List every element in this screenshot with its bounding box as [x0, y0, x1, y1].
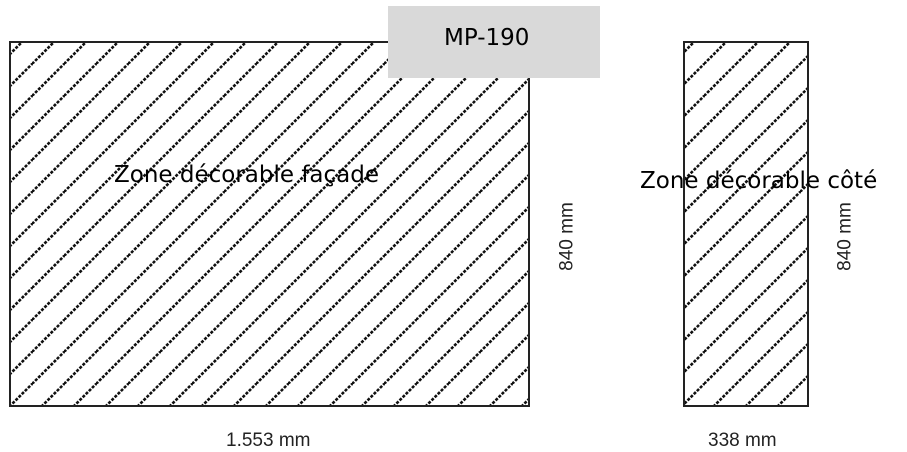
- front-width-dimension: 1.553 mm: [226, 430, 311, 451]
- model-label: MP-190: [444, 25, 530, 51]
- side-height-dimension: 840 mm: [834, 202, 856, 271]
- side-zone-label: Zone décorable côté: [640, 168, 878, 194]
- side-zone-panel: [683, 41, 809, 407]
- front-zone-panel: [9, 41, 530, 407]
- front-height-dimension: 840 mm: [556, 202, 578, 271]
- front-zone-label: Zone décorable façade: [114, 162, 380, 188]
- side-width-dimension: 338 mm: [708, 430, 777, 451]
- model-label-box: MP-190: [388, 6, 600, 78]
